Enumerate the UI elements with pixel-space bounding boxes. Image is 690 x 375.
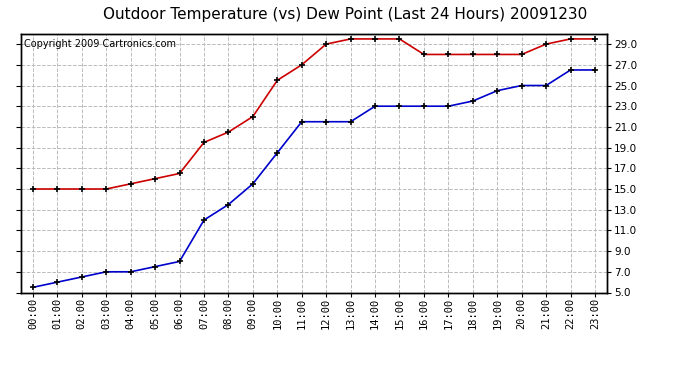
Text: Copyright 2009 Cartronics.com: Copyright 2009 Cartronics.com [23, 39, 176, 49]
Text: Outdoor Temperature (vs) Dew Point (Last 24 Hours) 20091230: Outdoor Temperature (vs) Dew Point (Last… [103, 8, 587, 22]
